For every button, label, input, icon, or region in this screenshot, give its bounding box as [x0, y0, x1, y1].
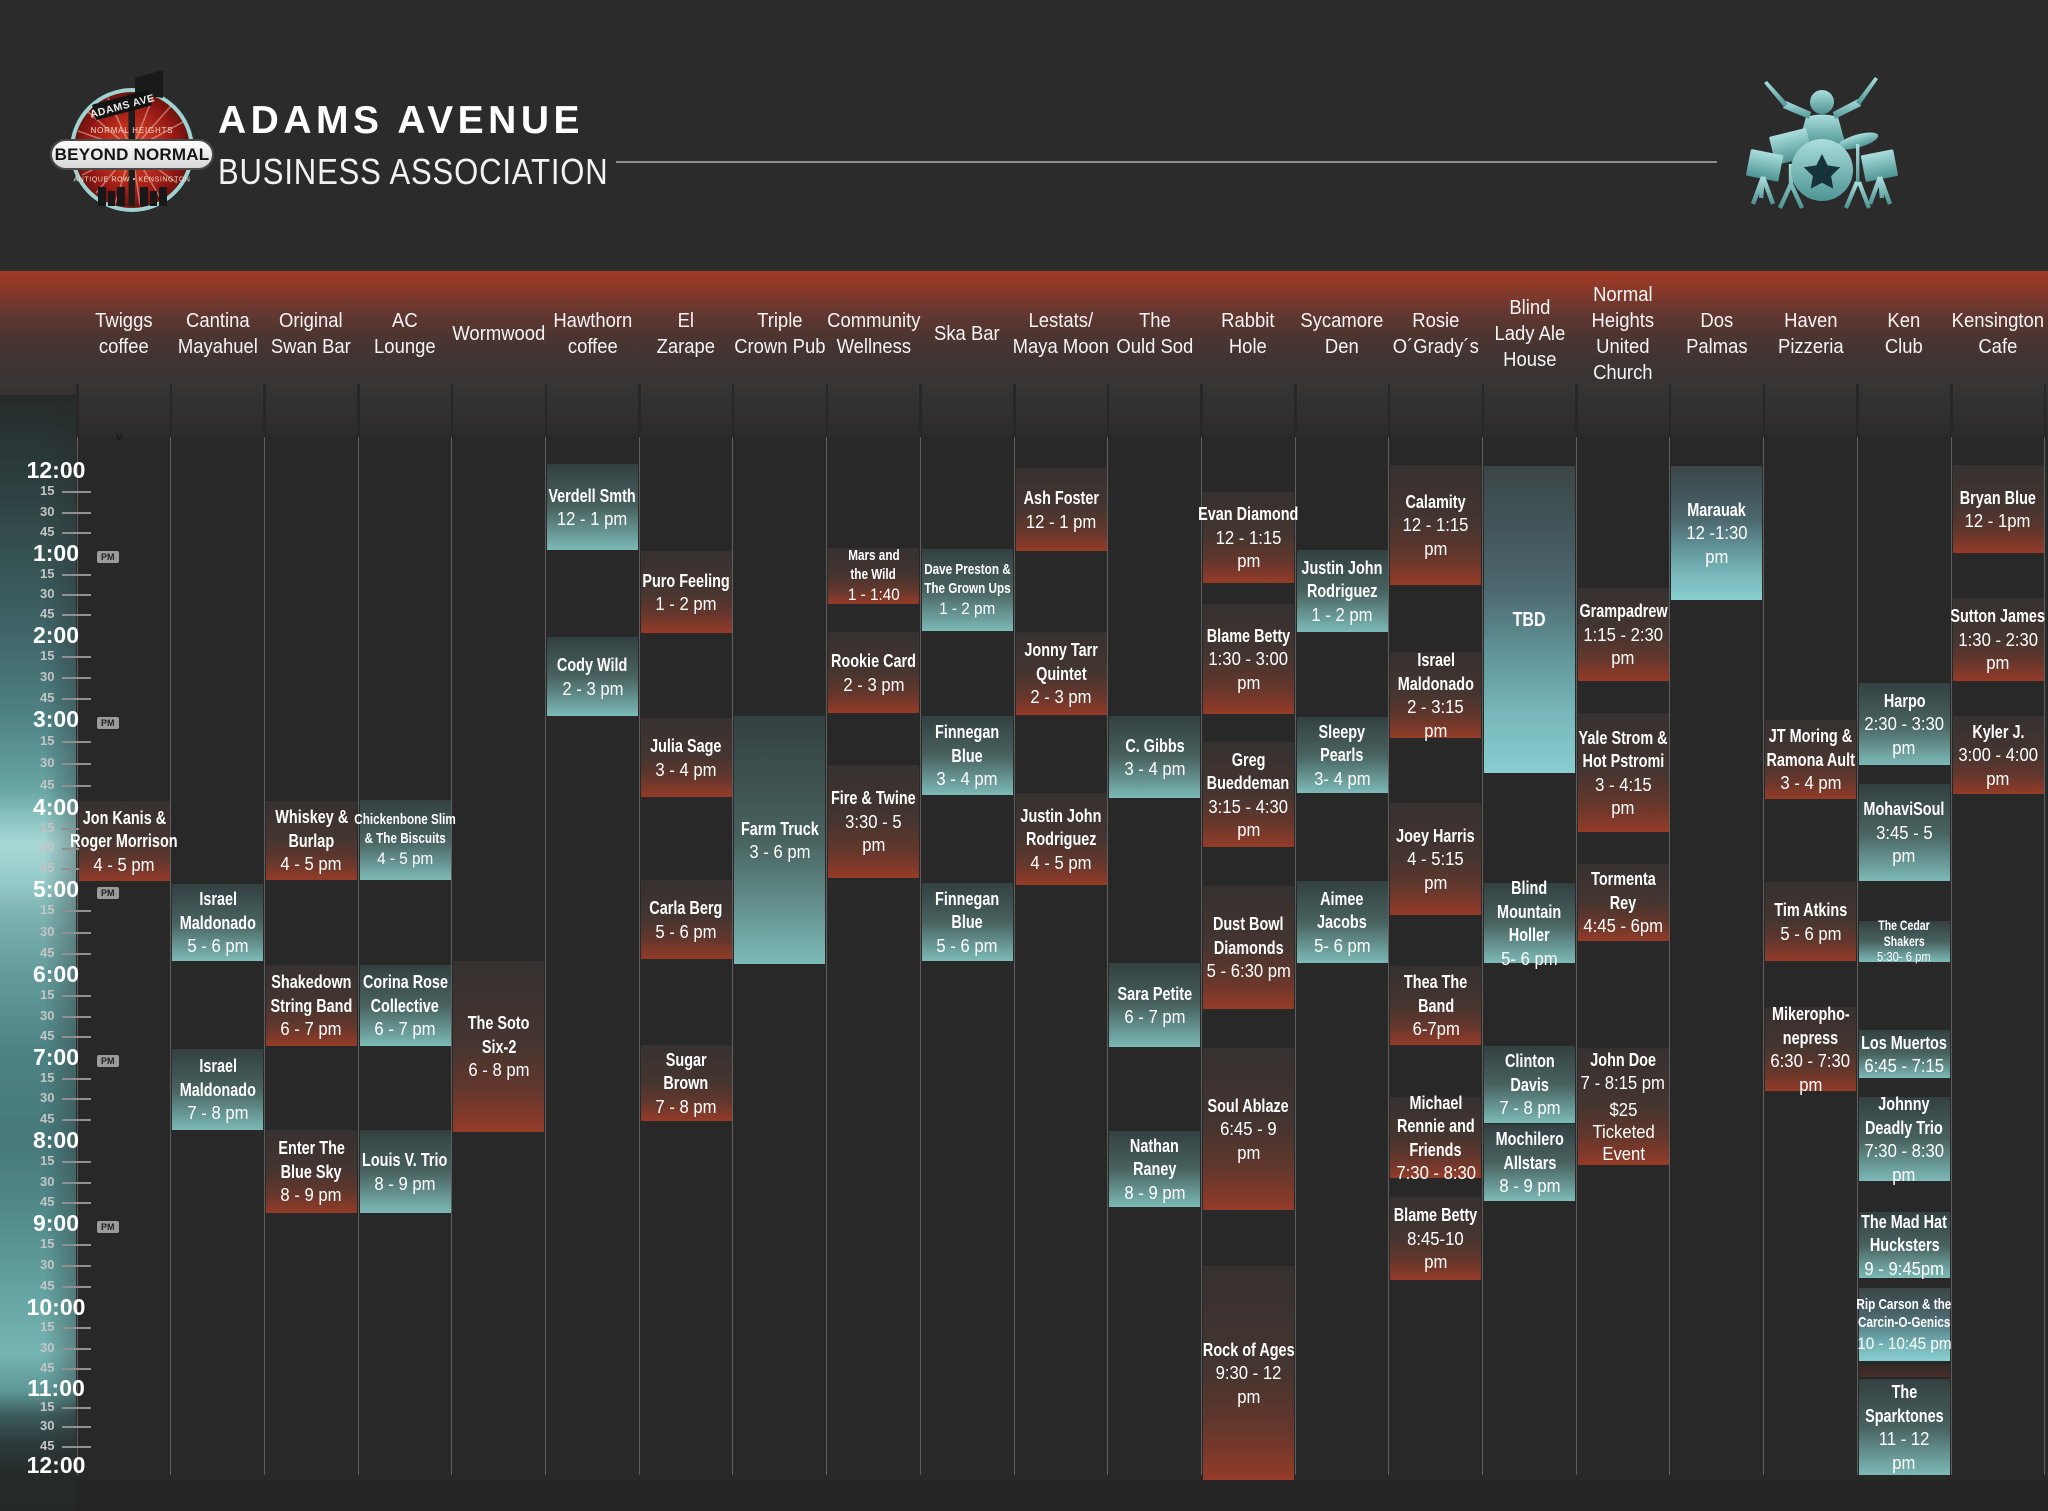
svg-text:ANTIQUE ROW • KENSINGTON: ANTIQUE ROW • KENSINGTON [73, 177, 190, 184]
svg-text:NORMAL HEIGHTS: NORMAL HEIGHTS [91, 126, 174, 135]
